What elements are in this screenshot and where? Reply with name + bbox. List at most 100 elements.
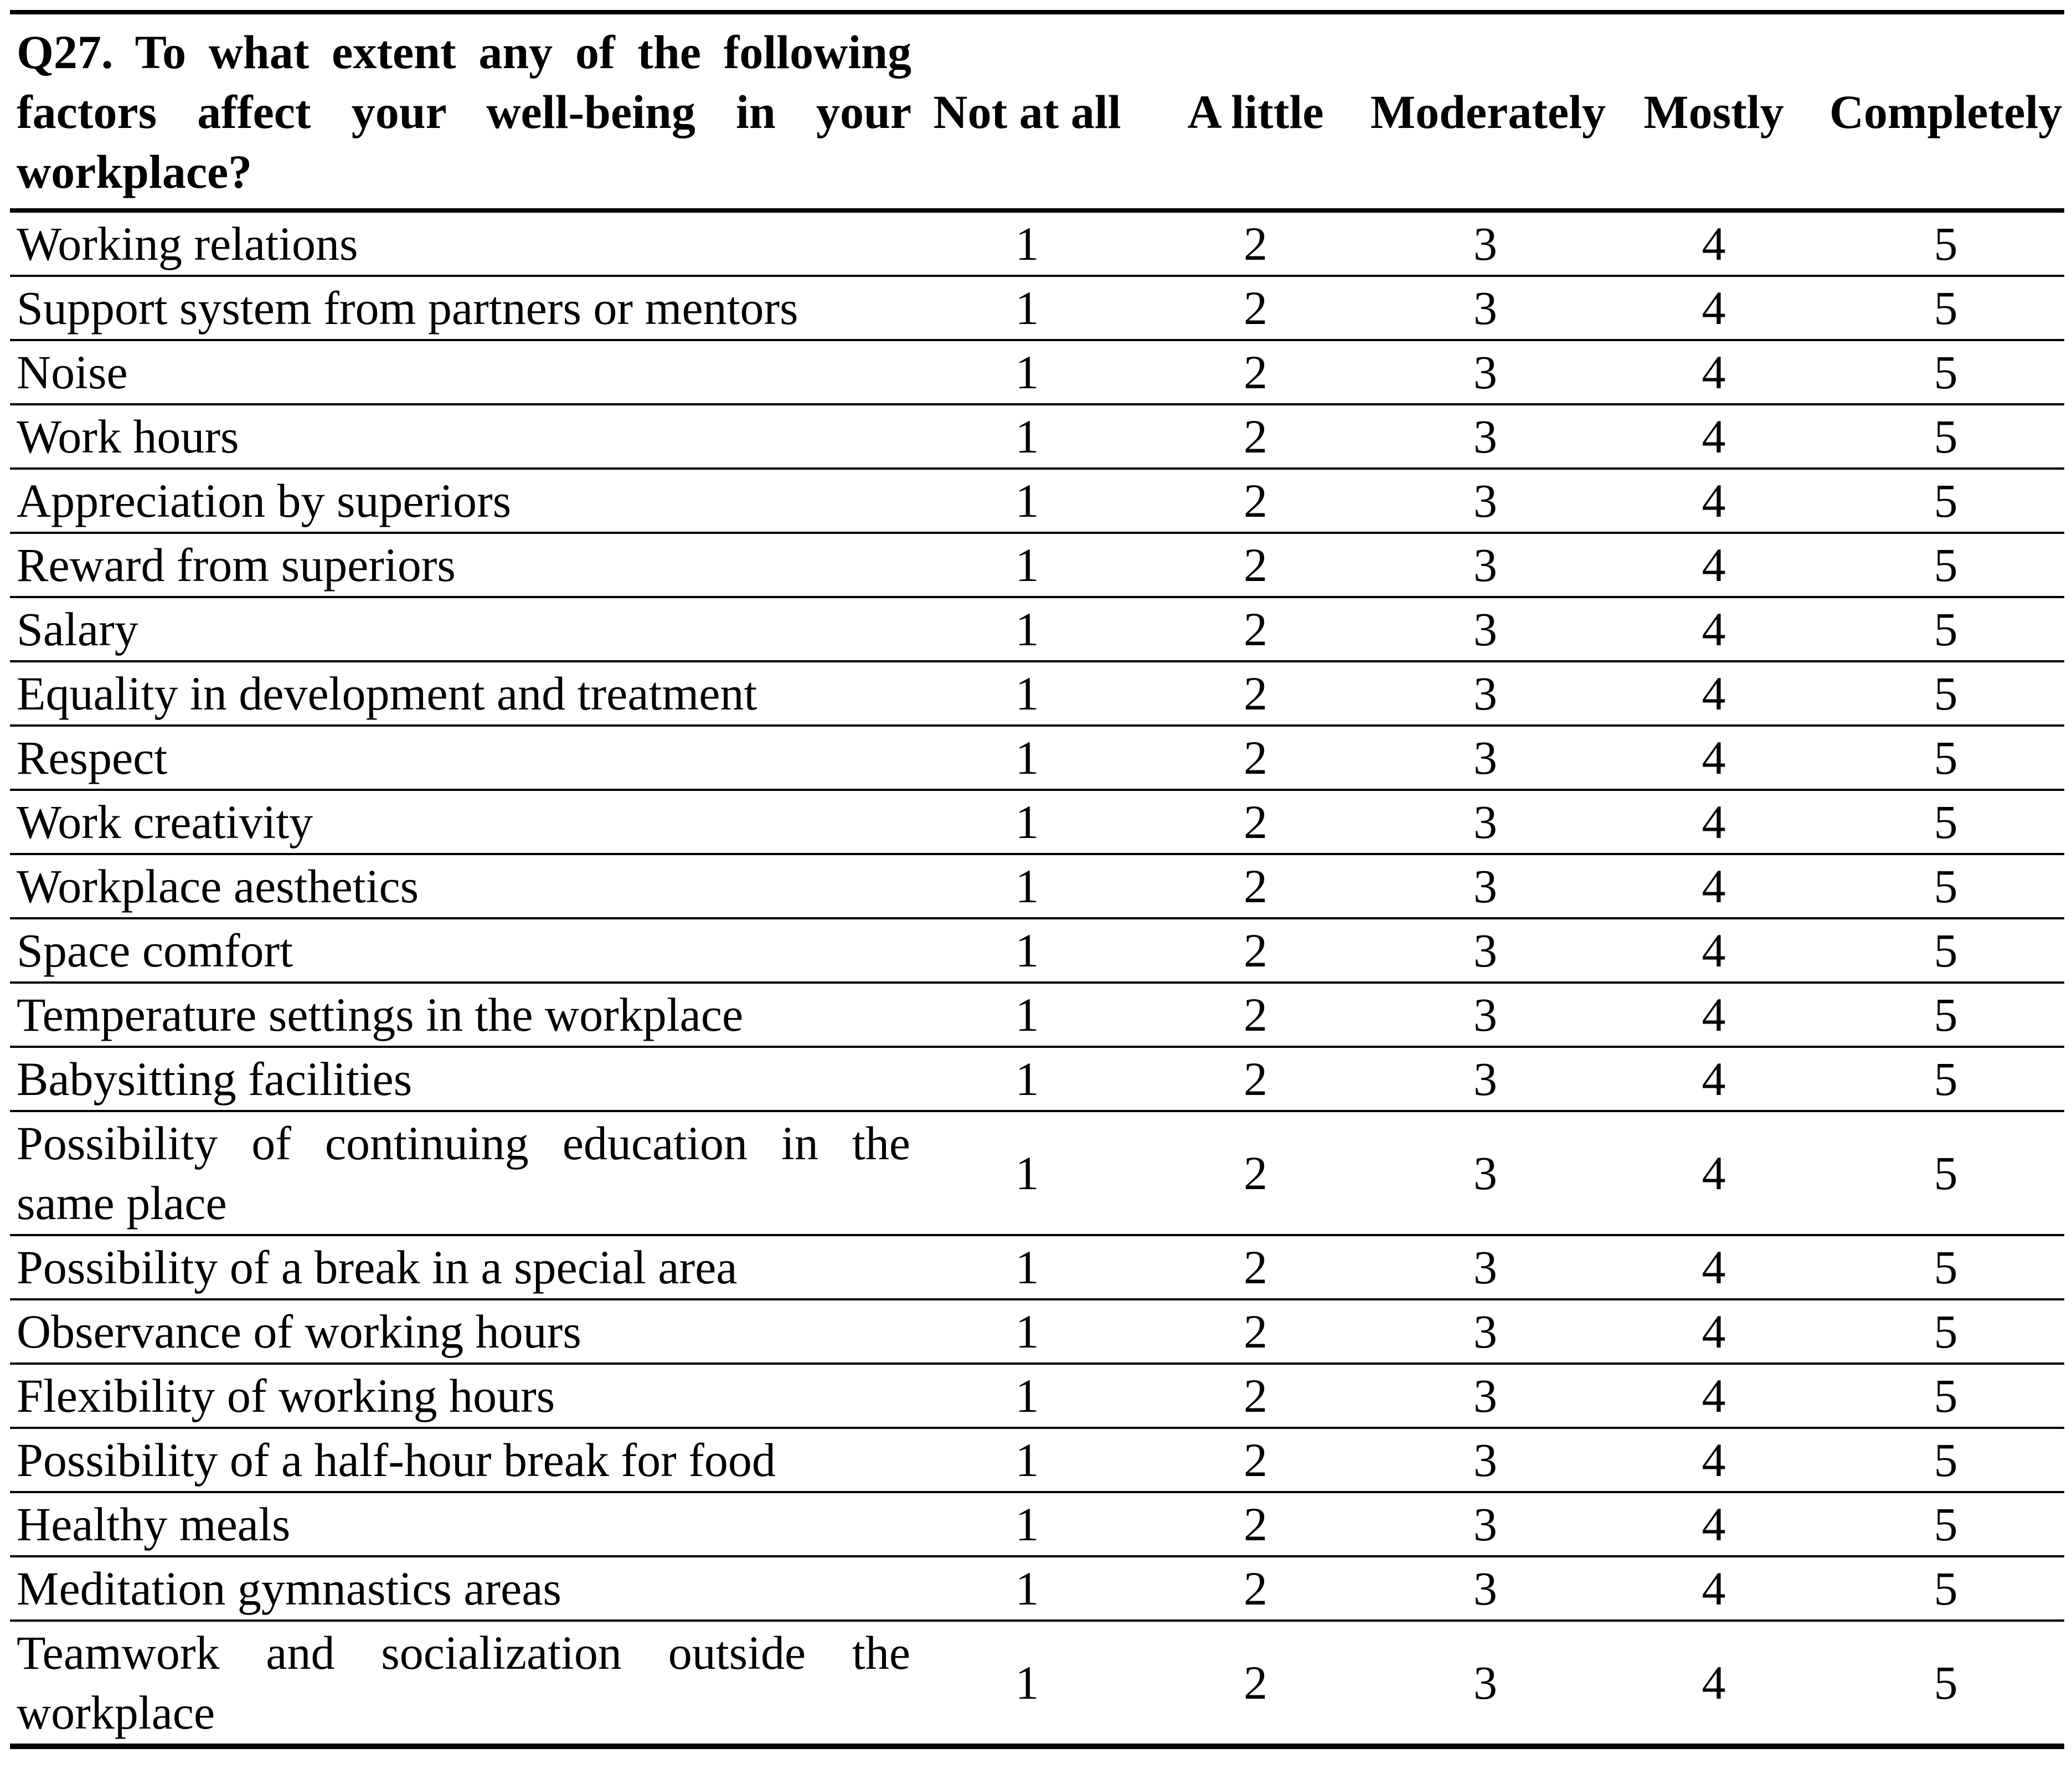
rating-cell-2: 2 xyxy=(1141,404,1370,470)
rating-cell-3: 3 xyxy=(1370,597,1600,662)
rating-cell-4: 4 xyxy=(1600,1111,1827,1236)
rating-cell-2: 2 xyxy=(1141,276,1370,341)
factor-label-line: Flexibility of working hours xyxy=(17,1369,555,1422)
factor-row: Meditation gymnastics areas 1 2 3 4 5 xyxy=(10,1556,2064,1622)
factor-label: Workplace aesthetics xyxy=(10,854,914,919)
rating-cell-3: 3 xyxy=(1370,1428,1600,1493)
rating-cell-1: 1 xyxy=(914,1364,1141,1429)
factor-label: Babysitting facilities xyxy=(10,1047,914,1112)
factor-label-line: Workplace aesthetics xyxy=(17,860,419,913)
factor-label-line: Work creativity xyxy=(17,795,313,849)
rating-cell-2: 2 xyxy=(1141,210,1370,277)
factor-row: Possibility of continuing education in t… xyxy=(10,1111,2064,1236)
rating-cell-4: 4 xyxy=(1600,597,1827,662)
rating-cell-5: 5 xyxy=(1827,276,2064,341)
rating-cell-4: 4 xyxy=(1600,983,1827,1048)
rating-cell-1: 1 xyxy=(914,983,1141,1048)
factor-label-line: Possibility of a half-hour break for foo… xyxy=(17,1433,776,1487)
factor-label: Teamwork and socialization outside the wo… xyxy=(10,1621,914,1746)
rating-cell-5: 5 xyxy=(1827,1428,2064,1493)
rating-cell-3: 3 xyxy=(1370,533,1600,598)
rating-cell-5: 5 xyxy=(1827,983,2064,1048)
factor-label: Appreciation by superiors xyxy=(10,469,914,534)
factor-row: Reward from superiors 1 2 3 4 5 xyxy=(10,533,2064,598)
factor-label-line: Space comfort xyxy=(17,924,293,977)
factor-label: Support system from partners or mentors xyxy=(10,276,914,341)
factor-label-line: Meditation gymnastics areas xyxy=(17,1562,561,1615)
factor-label-line: Working relations xyxy=(17,217,358,270)
rating-cell-4: 4 xyxy=(1600,1556,1827,1622)
factor-label: Possibility of a half-hour break for foo… xyxy=(10,1428,914,1493)
rating-cell-2: 2 xyxy=(1141,790,1370,855)
rating-cell-5: 5 xyxy=(1827,1299,2064,1365)
rating-cell-4: 4 xyxy=(1600,210,1827,277)
rating-cell-2: 2 xyxy=(1141,1235,1370,1300)
factor-label-line: Noise xyxy=(17,346,128,399)
rating-cell-2: 2 xyxy=(1141,918,1370,984)
rating-cell-4: 4 xyxy=(1600,1428,1827,1493)
rating-cell-3: 3 xyxy=(1370,1111,1600,1236)
rating-cell-2: 2 xyxy=(1141,854,1370,919)
table-body: Working relations 1 2 3 4 5 Support syst… xyxy=(10,210,2064,1746)
factor-label: Work hours xyxy=(10,404,914,470)
rating-cell-4: 4 xyxy=(1600,1492,1827,1557)
rating-cell-1: 1 xyxy=(914,726,1141,791)
rating-cell-1: 1 xyxy=(914,404,1141,470)
factor-label-line: Work hours xyxy=(17,410,239,463)
question-cell: Q27. To what extent any of the following… xyxy=(10,12,914,213)
rating-cell-1: 1 xyxy=(914,790,1141,855)
rating-cell-1: 1 xyxy=(914,1111,1141,1236)
factor-row: Equality in development and treatment 1 … xyxy=(10,661,2064,727)
factor-label-line: Healthy meals xyxy=(17,1498,291,1551)
table-header: Q27. To what extent any of the following… xyxy=(10,12,2064,213)
rating-cell-1: 1 xyxy=(914,918,1141,984)
rating-cell-4: 4 xyxy=(1600,1235,1827,1300)
factor-label: Possibility of a break in a special area xyxy=(10,1235,914,1300)
rating-cell-2: 2 xyxy=(1141,1556,1370,1622)
factor-row: Noise 1 2 3 4 5 xyxy=(10,340,2064,405)
scale-header-mostly: Mostly xyxy=(1600,12,1827,213)
factor-row: Respect 1 2 3 4 5 xyxy=(10,726,2064,791)
factor-row: Possibility of a break in a special area… xyxy=(10,1235,2064,1300)
factor-row: Observance of working hours 1 2 3 4 5 xyxy=(10,1299,2064,1365)
rating-cell-3: 3 xyxy=(1370,726,1600,791)
rating-cell-5: 5 xyxy=(1827,597,2064,662)
factor-label: Noise xyxy=(10,340,914,405)
rating-cell-3: 3 xyxy=(1370,469,1600,534)
factor-label-line: Babysitting facilities xyxy=(17,1052,413,1105)
question-line: workplace? xyxy=(17,145,252,198)
rating-cell-4: 4 xyxy=(1600,854,1827,919)
factor-label-line: Possibility of continuing education in t… xyxy=(17,1117,910,1170)
rating-cell-4: 4 xyxy=(1600,918,1827,984)
rating-cell-4: 4 xyxy=(1600,340,1827,405)
factor-row: Working relations 1 2 3 4 5 xyxy=(10,210,2064,277)
factor-row: Salary 1 2 3 4 5 xyxy=(10,597,2064,662)
rating-cell-5: 5 xyxy=(1827,790,2064,855)
rating-cell-5: 5 xyxy=(1827,1556,2064,1622)
rating-cell-5: 5 xyxy=(1827,469,2064,534)
rating-cell-1: 1 xyxy=(914,469,1141,534)
rating-cell-4: 4 xyxy=(1600,726,1827,791)
factor-label: Reward from superiors xyxy=(10,533,914,598)
rating-cell-2: 2 xyxy=(1244,1656,1267,1709)
factor-label-line: Possibility of a break in a special area xyxy=(17,1241,738,1294)
rating-cell-2: 2 xyxy=(1141,726,1370,791)
rating-cell-3: 3 xyxy=(1370,340,1600,405)
factor-row: Temperature settings in the workplace 1 … xyxy=(10,983,2064,1048)
rating-cell-1: 1 xyxy=(914,1235,1141,1300)
rating-cell-3: 3 xyxy=(1370,404,1600,470)
rating-cell-5: 5 xyxy=(1827,1235,2064,1300)
factor-label: Salary xyxy=(10,597,914,662)
factor-label: Space comfort xyxy=(10,918,914,984)
factor-label: Possibility of continuing education in t… xyxy=(10,1111,914,1236)
factor-label: Observance of working hours xyxy=(10,1299,914,1365)
rating-cell-2: 2 xyxy=(1141,597,1370,662)
question-line: factors affect your well-being in your xyxy=(17,85,911,138)
header-row: Q27. To what extent any of the following… xyxy=(10,12,2064,213)
factor-label-line: workplace xyxy=(17,1686,215,1739)
factor-label-line: Temperature settings in the workplace xyxy=(17,988,744,1041)
rating-cell-2: 2 xyxy=(1141,1047,1370,1112)
factor-label: Equality in development and treatment xyxy=(10,661,914,727)
rating-cell-1: 1 xyxy=(914,1428,1141,1493)
rating-cell-3: 3 xyxy=(1370,1556,1600,1622)
